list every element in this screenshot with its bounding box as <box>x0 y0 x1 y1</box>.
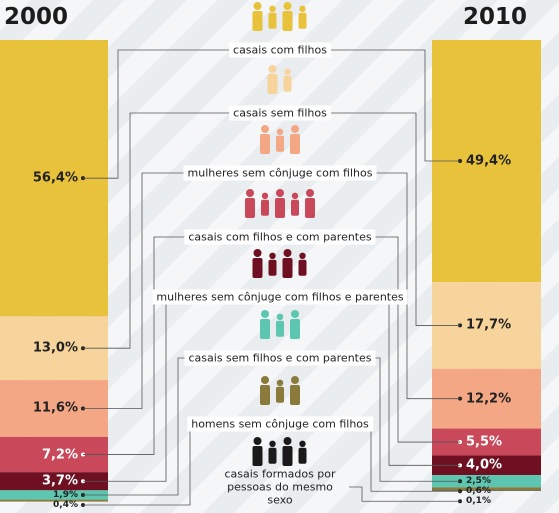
icon <box>252 258 263 278</box>
icon <box>246 189 254 197</box>
icon <box>269 252 276 259</box>
icon <box>299 440 306 447</box>
value-label: 1,9% <box>53 489 78 500</box>
icon <box>261 376 269 384</box>
icon <box>283 437 292 445</box>
icon <box>260 134 270 154</box>
bar-segment <box>0 499 108 502</box>
category-label: casais formados por pessoas do mesmo sex… <box>224 467 336 507</box>
bar-segment <box>0 490 108 500</box>
icon <box>275 198 285 218</box>
icon <box>282 446 293 466</box>
icon <box>261 310 269 318</box>
icon <box>269 440 276 447</box>
connector <box>330 112 460 326</box>
icon <box>298 259 307 276</box>
value-label: 3,7% <box>41 473 78 489</box>
icon <box>305 198 315 218</box>
year-label: 2010 <box>463 4 528 30</box>
category-label: homens sem cônjuge com filhos <box>187 416 373 432</box>
connector <box>330 49 460 162</box>
icon <box>260 319 270 339</box>
value-label: 12,2% <box>466 391 512 407</box>
icon <box>284 68 291 76</box>
icon <box>298 447 307 464</box>
connector <box>83 236 185 455</box>
icon <box>276 379 284 386</box>
value-label: 56,4% <box>32 170 78 186</box>
category-label: casais com filhos <box>229 42 331 58</box>
icon <box>291 376 299 384</box>
connector <box>83 357 185 496</box>
value-label: 17,7% <box>466 317 512 333</box>
connector <box>349 486 460 502</box>
category-label: mulheres sem cônjuge com filhos <box>183 165 377 181</box>
icon <box>290 385 300 405</box>
icon <box>291 125 299 133</box>
connector <box>83 172 184 409</box>
category-label: casais sem filhos <box>229 105 331 121</box>
value-label: 7,2% <box>41 447 78 463</box>
icon <box>283 75 292 92</box>
value-label: 5,5% <box>466 434 503 450</box>
icon <box>282 258 293 278</box>
icon <box>260 385 270 405</box>
icon <box>268 65 277 73</box>
year-label: 2000 <box>4 4 69 30</box>
value-label: 13,0% <box>32 340 78 356</box>
bar-segment <box>432 475 541 488</box>
category-label: casais sem filhos e com parentes <box>184 350 376 366</box>
icon <box>252 11 263 31</box>
icon <box>261 125 269 133</box>
icon <box>276 386 284 403</box>
icon <box>298 12 307 29</box>
value-label: 2,5% <box>466 476 491 487</box>
bar-segment <box>432 455 541 476</box>
icon <box>261 192 269 199</box>
icon <box>253 249 262 257</box>
icon <box>253 437 262 445</box>
category-label: casais com filhos e com parentes <box>184 229 376 245</box>
icon <box>282 11 293 31</box>
icon <box>299 252 306 259</box>
value-label: 0,6% <box>466 486 491 497</box>
bar-segment <box>432 487 541 491</box>
icon <box>268 12 277 29</box>
icon <box>276 128 284 135</box>
connector <box>375 236 460 443</box>
icon <box>276 313 284 320</box>
icon <box>283 249 292 257</box>
icon <box>290 319 300 339</box>
icon <box>268 259 277 276</box>
icon <box>276 135 284 152</box>
value-label: 11,6% <box>32 400 78 416</box>
icon <box>245 198 255 218</box>
icon <box>291 192 299 199</box>
value-label: 49,4% <box>466 153 512 169</box>
connector <box>375 357 460 482</box>
icon <box>269 5 276 12</box>
category-label: mulheres sem cônjuge com filhos e parent… <box>152 289 408 305</box>
value-label: 0,1% <box>466 496 491 507</box>
icon <box>267 74 278 94</box>
icon <box>268 447 277 464</box>
icon <box>283 2 292 10</box>
connector <box>83 112 230 349</box>
icon <box>276 320 284 337</box>
value-label: 4,0% <box>466 457 503 473</box>
icon <box>290 134 300 154</box>
icon <box>276 189 284 197</box>
connector <box>83 49 230 179</box>
icon <box>299 5 306 12</box>
value-label: 0,4% <box>53 499 78 510</box>
bar-segment <box>0 472 108 491</box>
icon <box>253 2 262 10</box>
icon <box>252 446 263 466</box>
icon <box>306 189 314 197</box>
connector <box>376 172 460 400</box>
icon <box>291 199 299 216</box>
icon <box>291 310 299 318</box>
icon <box>261 199 269 216</box>
